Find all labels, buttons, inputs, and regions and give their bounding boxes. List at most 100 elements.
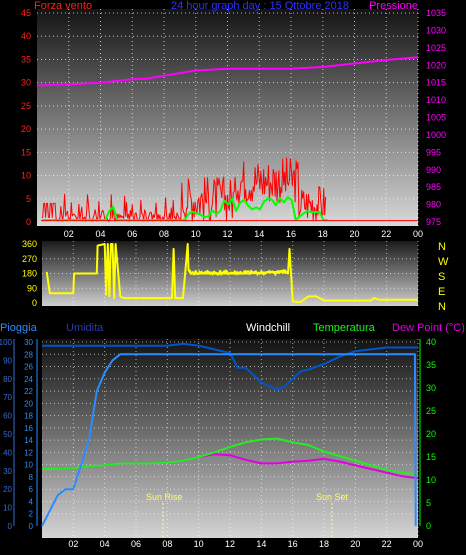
x-tick-label: 00 bbox=[413, 229, 423, 239]
x-tick-label-bottom: 12 bbox=[225, 539, 235, 549]
rain-tick-label: 20 bbox=[24, 399, 33, 408]
wind-tick-label: 25 bbox=[21, 101, 31, 111]
pressure-tick-label: 1015 bbox=[426, 78, 446, 88]
temp-tick-label: 30 bbox=[426, 383, 436, 393]
rain-tick-label: 30 bbox=[24, 338, 33, 347]
x-tick-label: 16 bbox=[286, 229, 296, 239]
direction-tick-label: 270 bbox=[22, 254, 37, 264]
direction-tick-label: 360 bbox=[22, 239, 37, 249]
direction-tick-label: 180 bbox=[22, 269, 37, 279]
x-tick-label-bottom: 22 bbox=[382, 539, 392, 549]
dewpoint-label: Dew Point (°C) bbox=[392, 322, 465, 334]
temperature-label: Temperatura bbox=[313, 322, 376, 334]
humidity-tick-label: 0 bbox=[8, 522, 13, 531]
rain-tick-label: 10 bbox=[24, 461, 33, 470]
sunset-label: Sun Set bbox=[316, 492, 349, 502]
pressure-tick-label: 1035 bbox=[426, 8, 446, 18]
humidity-tick-label: 10 bbox=[3, 504, 12, 513]
x-tick-label-bottom: 08 bbox=[162, 539, 172, 549]
pressure-tick-label: 975 bbox=[426, 217, 441, 227]
x-tick-label-bottom: 16 bbox=[288, 539, 298, 549]
wind-series bbox=[41, 157, 327, 222]
pressure-tick-label: 1000 bbox=[426, 130, 446, 140]
rain-series bbox=[41, 353, 417, 527]
temp-tick-label: 5 bbox=[426, 498, 431, 508]
humidity-tick-label: 40 bbox=[3, 448, 12, 457]
pressure-axis-label: Pressione bbox=[369, 0, 418, 12]
compass-label-s: S bbox=[438, 271, 445, 283]
wind-tick-label: 45 bbox=[21, 8, 31, 18]
x-tick-label-bottom: 18 bbox=[319, 539, 329, 549]
temp-tick-label: 15 bbox=[426, 452, 436, 462]
sunrise-label: Sun Rise bbox=[146, 492, 183, 502]
humidity-tick-label: 100 bbox=[0, 338, 13, 347]
chart-title: 24 hour graph day : 15 Ottobre 2018 bbox=[171, 0, 349, 12]
rain-tick-label: 28 bbox=[24, 350, 33, 359]
compass-label-w: W bbox=[438, 256, 449, 268]
x-tick-label: 02 bbox=[64, 229, 74, 239]
x-tick-label-bottom: 06 bbox=[131, 539, 141, 549]
wind-tick-label: 5 bbox=[26, 194, 31, 204]
temp-tick-label: 40 bbox=[426, 337, 436, 347]
rain-tick-label: 4 bbox=[29, 497, 34, 506]
x-tick-label-bottom: 00 bbox=[413, 539, 423, 549]
x-tick-label: 06 bbox=[127, 229, 137, 239]
rain-tick-label: 22 bbox=[24, 387, 33, 396]
windchill-label: Windchill bbox=[246, 322, 290, 334]
rain-tick-label: 26 bbox=[24, 363, 33, 372]
rain-tick-label: 0 bbox=[29, 522, 34, 531]
pressure-tick-label: 1010 bbox=[426, 95, 446, 105]
humidity-tick-label: 70 bbox=[3, 393, 12, 402]
compass-label-n-bottom: N bbox=[438, 301, 446, 313]
rain-tick-label: 18 bbox=[24, 412, 33, 421]
x-tick-label: 18 bbox=[318, 229, 328, 239]
x-tick-label: 22 bbox=[381, 229, 391, 239]
x-tick-label: 08 bbox=[159, 229, 169, 239]
pressure-tick-label: 1025 bbox=[426, 43, 446, 53]
gust-series bbox=[41, 196, 328, 222]
x-tick-label-bottom: 14 bbox=[256, 539, 266, 549]
pressure-tick-label: 1020 bbox=[426, 60, 446, 70]
humidity-tick-label: 50 bbox=[3, 430, 12, 439]
direction-jitter bbox=[188, 269, 287, 276]
x-tick-label: 14 bbox=[254, 229, 264, 239]
wind-axis-label: Forza vento bbox=[34, 0, 92, 12]
wind-tick-label: 40 bbox=[21, 31, 31, 41]
humidity-tick-label: 80 bbox=[3, 375, 12, 384]
humidity-tick-label: 20 bbox=[3, 485, 12, 494]
temp-tick-label: 0 bbox=[426, 521, 431, 531]
x-tick-label: 04 bbox=[95, 229, 105, 239]
temp-tick-label: 20 bbox=[426, 429, 436, 439]
pressure-tick-label: 985 bbox=[426, 182, 441, 192]
rain-tick-label: 16 bbox=[24, 424, 33, 433]
humidity-tick-label: 30 bbox=[3, 467, 12, 476]
wind-tick-label: 15 bbox=[21, 147, 31, 157]
wind-tick-label: 20 bbox=[21, 124, 31, 134]
direction-tick-label: 0 bbox=[32, 298, 37, 308]
wind-tick-label: 30 bbox=[21, 78, 31, 88]
rain-tick-label: 6 bbox=[29, 485, 34, 494]
humidity-tick-label: 60 bbox=[3, 412, 12, 421]
wind-tick-label: 10 bbox=[21, 171, 31, 181]
panel-temperature bbox=[42, 339, 418, 538]
rain-tick-label: 2 bbox=[29, 510, 34, 519]
pressure-tick-label: 980 bbox=[426, 200, 441, 210]
wind-tick-label: 0 bbox=[26, 217, 31, 227]
x-tick-label-bottom: 10 bbox=[194, 539, 204, 549]
temperature-series bbox=[42, 437, 419, 476]
rain-tick-label: 12 bbox=[24, 448, 33, 457]
x-tick-label-bottom: 02 bbox=[68, 539, 78, 549]
direction-series bbox=[45, 243, 418, 304]
temp-tick-label: 10 bbox=[426, 475, 436, 485]
humidity-series bbox=[42, 342, 418, 391]
x-tick-label: 20 bbox=[349, 229, 359, 239]
compass-label-n-top: N bbox=[438, 241, 446, 253]
pressure-tick-label: 1030 bbox=[426, 25, 446, 35]
temp-tick-label: 35 bbox=[426, 360, 436, 370]
x-tick-label: 10 bbox=[191, 229, 201, 239]
temp-tick-label: 25 bbox=[426, 406, 436, 416]
x-tick-label: 12 bbox=[222, 229, 232, 239]
rain-tick-label: 24 bbox=[24, 375, 33, 384]
